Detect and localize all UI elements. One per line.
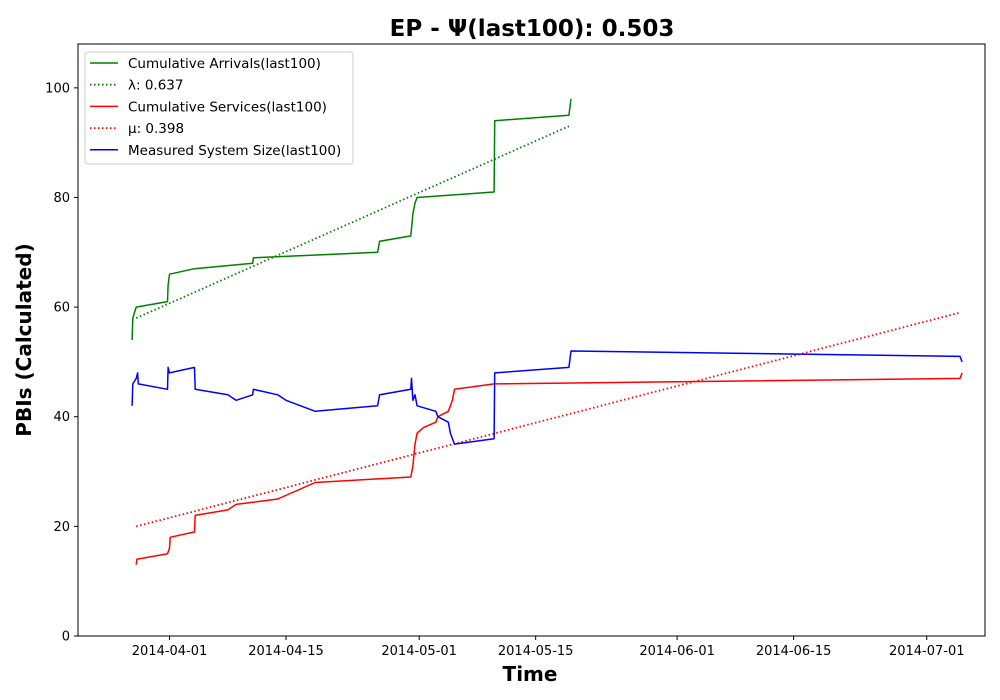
series-line-5 xyxy=(131,350,963,445)
y-tick-label: 80 xyxy=(53,191,70,206)
x-tick-label: 2014-04-15 xyxy=(248,644,324,659)
legend-label: Measured System Size(last100) xyxy=(128,143,341,159)
legend-label: μ: 0.398 xyxy=(128,121,184,137)
x-axis: 2014-04-01 2014-04-15 2014-05-01 2014-05-15… xyxy=(132,636,965,659)
series-line-4 xyxy=(135,311,961,528)
y-axis-title: PBIs (Calculated) xyxy=(12,243,36,436)
plot-area xyxy=(131,98,963,565)
y-tick-label: 100 xyxy=(45,81,70,96)
chart-title: EP - Ψ(last100): 0.503 xyxy=(390,16,675,42)
x-tick-label: 2014-07-01 xyxy=(889,644,965,659)
y-tick-label: 0 xyxy=(62,630,70,645)
series-line-1 xyxy=(131,98,572,341)
y-axis: 0 20 40 60 80 100 xyxy=(45,81,78,645)
x-tick-label: 2014-05-01 xyxy=(381,644,457,659)
legend: Cumulative Arrivals(last100) λ: 0.637 Cumu… xyxy=(84,51,354,165)
legend-label: Cumulative Services(last100) xyxy=(128,99,327,115)
y-tick-label: 40 xyxy=(53,410,70,425)
x-tick-label: 2014-04-01 xyxy=(132,644,208,659)
legend-label: Cumulative Arrivals(last100) xyxy=(128,56,321,72)
x-axis-title: Time xyxy=(503,662,558,686)
series-line-2 xyxy=(135,125,570,319)
x-tick-label: 2014-06-01 xyxy=(639,644,715,659)
y-tick-label: 20 xyxy=(53,520,70,535)
x-tick-label: 2014-05-15 xyxy=(498,644,574,659)
legend-box xyxy=(84,51,354,165)
plot-frame xyxy=(77,43,986,637)
series-line-3 xyxy=(135,372,963,565)
legend-label: λ: 0.637 xyxy=(128,78,183,94)
y-tick-label: 60 xyxy=(53,301,70,316)
x-tick-label: 2014-06-15 xyxy=(756,644,832,659)
